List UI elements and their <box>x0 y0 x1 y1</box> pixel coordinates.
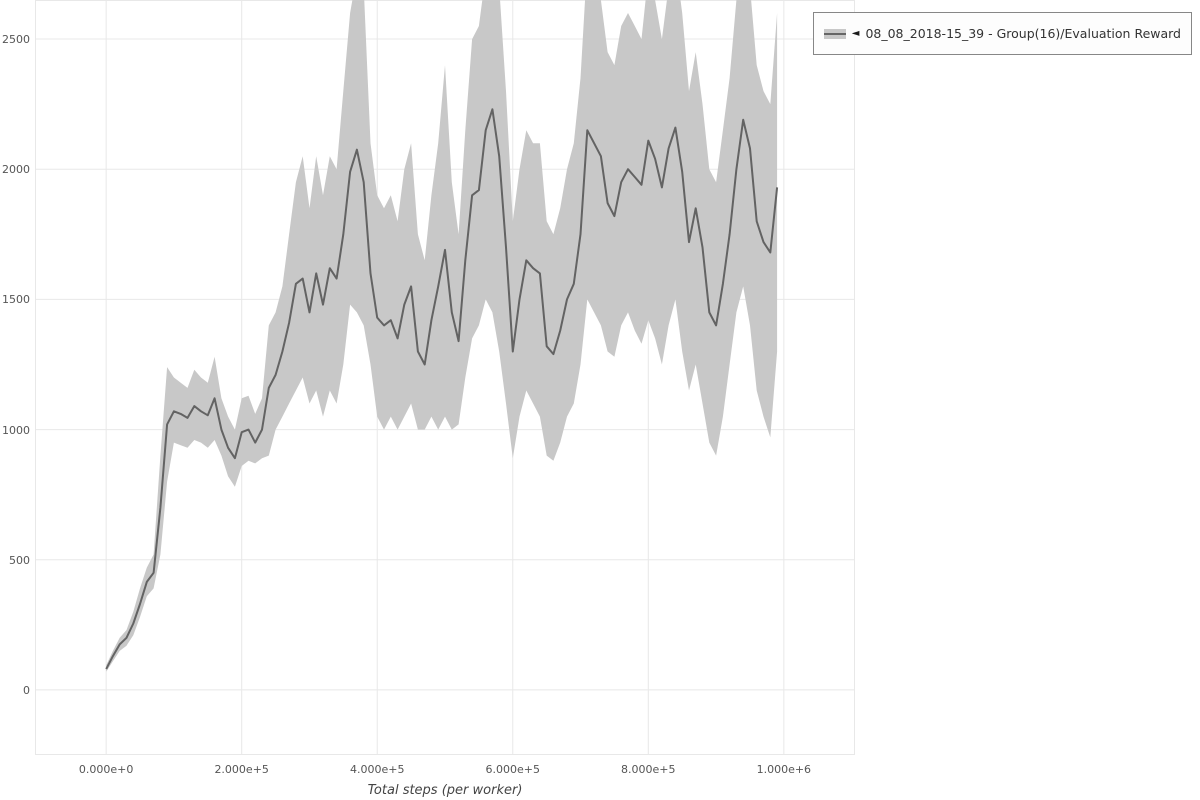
y-tick-label: 0 <box>23 683 30 697</box>
plot-border <box>35 0 855 755</box>
mean-line <box>105 108 779 670</box>
evaluation-reward-plot[interactable] <box>35 0 855 755</box>
y-tick-label: 500 <box>9 553 30 567</box>
x-tick-label: 4.000e+5 <box>349 763 405 776</box>
x-tick-label: 6.000e+5 <box>485 763 540 776</box>
x-tick-label: 2.000e+5 <box>214 763 269 776</box>
y-tick-label: 1500 <box>2 293 30 307</box>
y-tick-label: 2500 <box>2 33 30 47</box>
y-tick-label: 1000 <box>2 423 30 437</box>
x-tick-label: 8.000e+5 <box>621 763 676 776</box>
confidence-band <box>106 0 778 672</box>
x-tick-label: 0.000e+0 <box>78 763 134 776</box>
legend-marker-icon: ◄ <box>851 27 860 39</box>
x-axis-title: Total steps (per worker) <box>367 783 523 798</box>
x-tick-label: 1.000e+6 <box>756 763 812 776</box>
legend-label: 08_08_2018-15_39 - Group(16)/Evaluation … <box>865 26 1181 41</box>
legend-band-line-swatch-icon <box>823 27 846 41</box>
legend[interactable]: ◄ 08_08_2018-15_39 - Group(16)/Evaluatio… <box>812 12 1192 55</box>
y-tick-label: 2000 <box>2 163 30 177</box>
